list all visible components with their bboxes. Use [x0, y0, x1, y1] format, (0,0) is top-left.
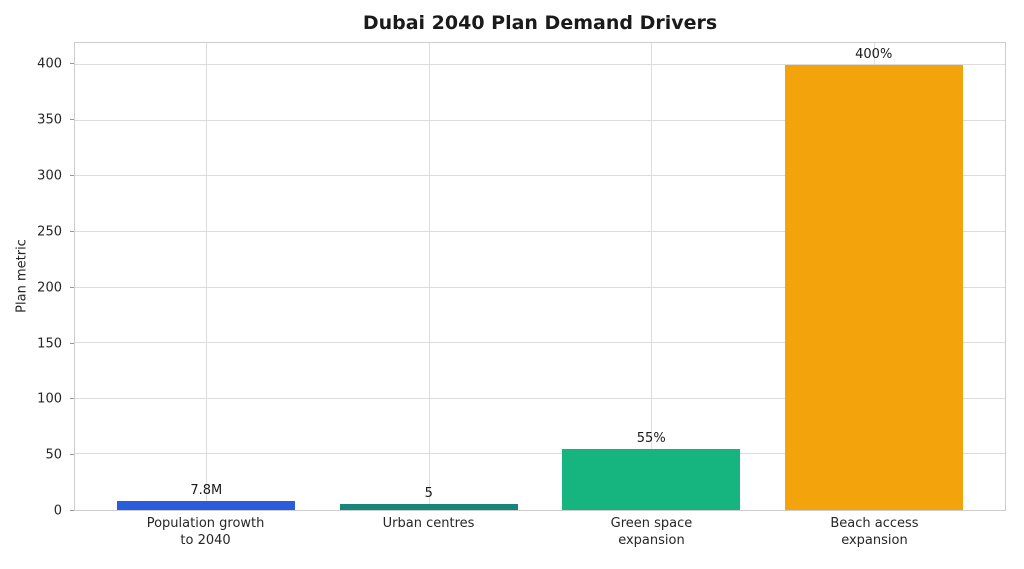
- horizontal-gridline: [75, 453, 1005, 455]
- y-tick-mark: [70, 230, 74, 232]
- horizontal-gridline: [75, 231, 1005, 233]
- y-tick-mark: [70, 63, 74, 65]
- vertical-gridline: [651, 43, 653, 510]
- y-tick-mark: [70, 342, 74, 344]
- bar-value-label: 400%: [855, 47, 893, 63]
- y-tick-label: 400: [37, 56, 62, 72]
- y-tick-label: 0: [53, 503, 62, 519]
- bar: [562, 448, 741, 510]
- y-tick-label: 250: [37, 224, 62, 240]
- horizontal-gridline: [75, 175, 1005, 177]
- bar-value-label: 7.8M: [190, 483, 223, 499]
- y-tick-mark: [70, 119, 74, 121]
- x-tick-label: Green space expansion: [610, 516, 693, 548]
- y-tick-label: 50: [45, 447, 62, 463]
- chart-title: Dubai 2040 Plan Demand Drivers: [362, 12, 718, 34]
- y-tick-label: 300: [37, 168, 62, 184]
- plot-area: 7.8M 5 55% 400%: [74, 42, 1006, 511]
- y-tick-mark: [70, 454, 74, 456]
- x-tick-label: Population growth to 2040: [146, 516, 265, 548]
- bar: [117, 501, 296, 510]
- vertical-gridline: [428, 43, 430, 510]
- y-tick-mark: [70, 175, 74, 176]
- horizontal-gridline: [75, 397, 1005, 399]
- y-tick-mark: [70, 286, 74, 288]
- y-tick-mark: [70, 398, 74, 400]
- bar: [339, 504, 518, 510]
- x-tick-label: Urban centres: [382, 516, 475, 531]
- y-tick-label: 200: [37, 280, 62, 296]
- x-tick-label: Beach access expansion: [830, 516, 919, 548]
- bar-value-label: 5: [424, 486, 433, 502]
- y-tick-label: 150: [37, 336, 62, 351]
- bar: [784, 65, 963, 510]
- y-axis: 0 50 100 150 200 250 300 350 400: [0, 42, 74, 518]
- x-axis: Population growth to 2040 Urban centres Gr…: [74, 516, 1006, 566]
- horizontal-gridline: [75, 64, 1005, 66]
- y-tick-label: 100: [37, 391, 62, 407]
- y-tick-mark: [70, 510, 74, 511]
- horizontal-gridline: [75, 342, 1005, 344]
- horizontal-gridline: [75, 286, 1005, 288]
- bar-value-label: 55%: [636, 430, 666, 446]
- y-tick-label: 350: [37, 112, 62, 128]
- vertical-gridline: [206, 43, 208, 510]
- horizontal-gridline: [75, 119, 1005, 121]
